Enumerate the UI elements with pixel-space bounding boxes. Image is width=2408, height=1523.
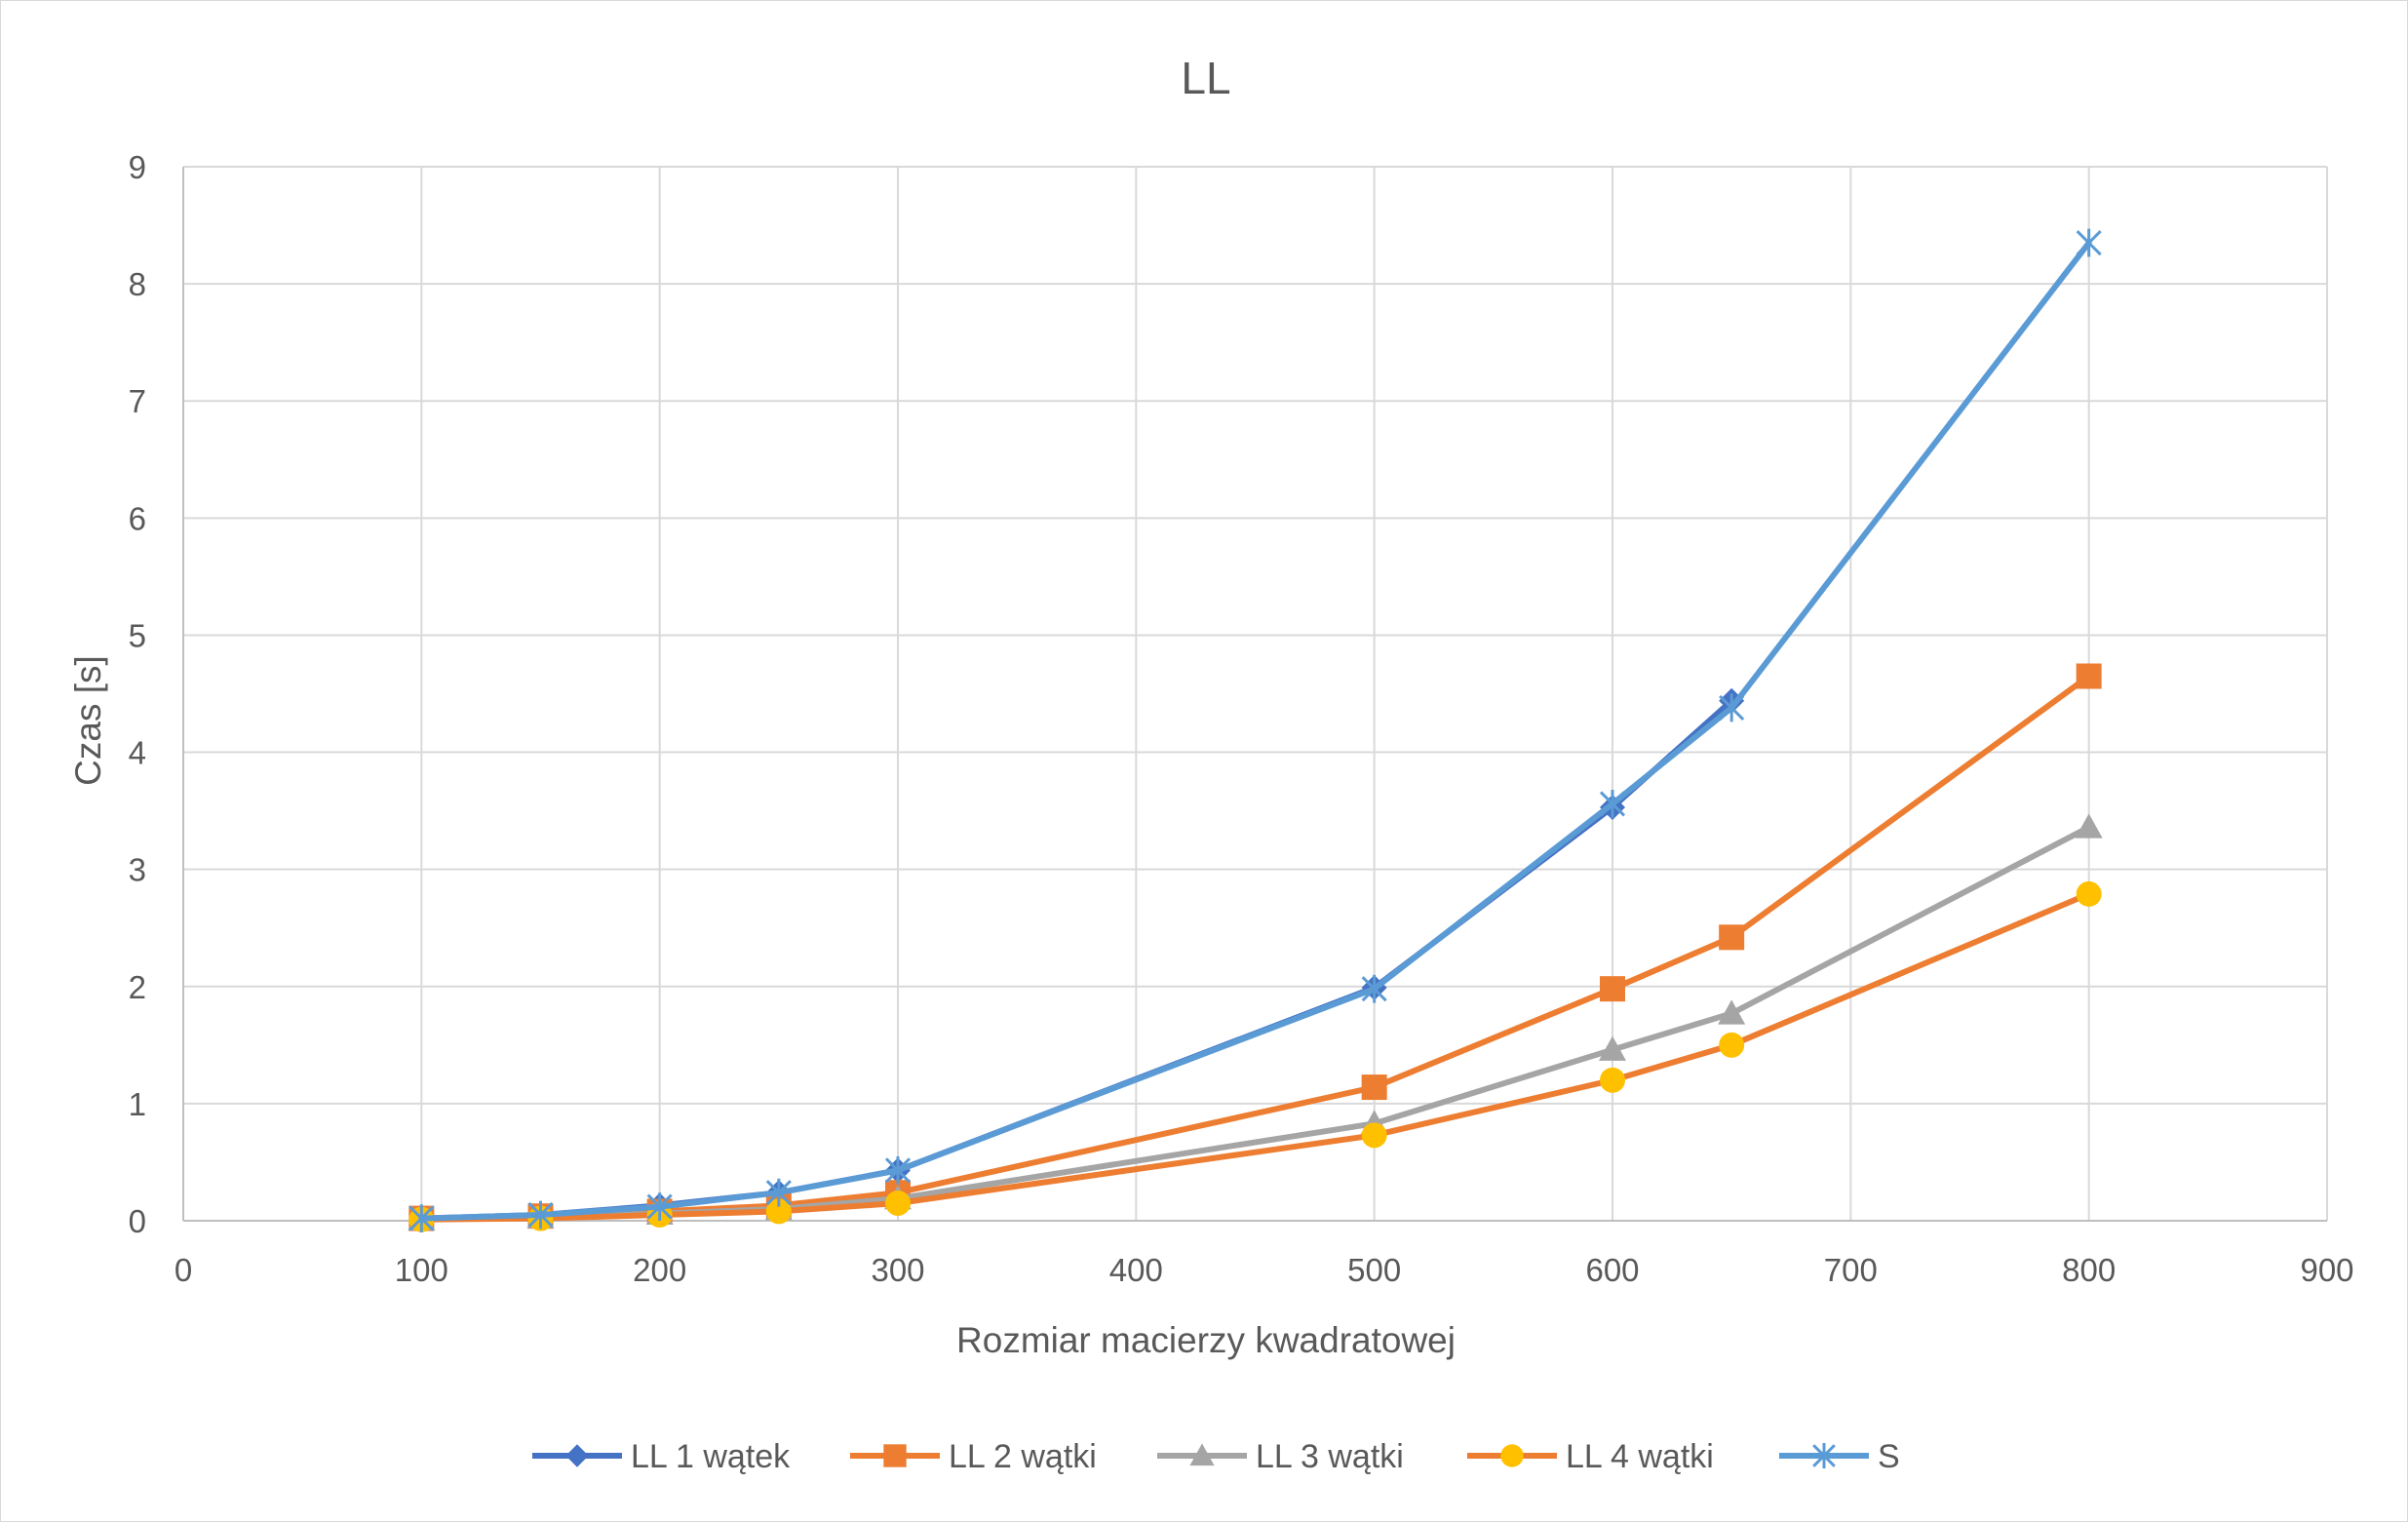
x-tick-label: 800 [2062,1252,2116,1288]
legend-marker [883,1444,907,1467]
gridlines [183,166,2328,1221]
legend-marker [1812,1443,1836,1468]
data-point [1718,999,1746,1025]
x-tick-label: 600 [1585,1252,1639,1288]
series-1 [408,687,1745,1231]
data-point [2076,228,2102,257]
x-tick-label: 400 [1109,1252,1163,1288]
data-point [1600,1067,1625,1093]
series-line [418,824,2092,1223]
y-tick-label: 0 [129,1203,146,1239]
series-line [418,697,1735,1222]
y-tick-label: 9 [129,149,146,185]
y-tick-label: 7 [129,383,146,419]
y-axis-title: Czas [s] [68,655,108,786]
series-group [408,228,2103,1232]
data-point [765,1178,792,1207]
data-point [884,1155,912,1185]
y-tick-label: 1 [129,1086,146,1122]
data-point [1719,1032,1745,1058]
x-tick-label: 300 [871,1252,924,1288]
data-point [1719,924,1745,951]
data-point [2076,880,2102,907]
data-point [1599,790,1626,818]
legend-label: LL 1 wątek [631,1438,791,1475]
series-2 [408,663,2102,1231]
data-point [2076,663,2102,689]
series-4 [408,880,2102,1232]
data-point [527,1200,554,1230]
data-point [1361,1122,1387,1149]
data-point [1719,693,1745,722]
legend-marker [1189,1443,1215,1466]
x-tick-label: 700 [1824,1252,1878,1288]
series-line [418,240,2092,1222]
data-point [408,1204,435,1232]
legend-marker [1500,1444,1524,1467]
data-point [765,1198,792,1225]
x-tick-label: 900 [2300,1252,2353,1288]
legend-label: S [1878,1438,1900,1475]
legend-item: LL 3 wątki [1157,1438,1404,1475]
legend-label: LL 4 wątki [1566,1438,1714,1475]
y-tick-label: 4 [129,735,146,771]
data-point [2075,813,2103,839]
y-tick-label: 6 [129,500,146,536]
series-line [418,890,2092,1223]
legend-label: LL 3 wątki [1256,1438,1404,1475]
y-tick-label: 8 [129,266,146,302]
legend-item: LL 4 wątki [1467,1438,1714,1475]
data-point [1600,976,1625,1002]
x-tick-label: 100 [395,1252,448,1288]
legend-item: LL 1 wątek [532,1438,791,1475]
axes: 0 1 2 3 4 5 6 7 8 9 0 100 200 300 400 500 600 700 800 900 [129,149,2354,1288]
x-axis-title: Rozmiar macierzy kwadratowej [956,1320,1456,1360]
data-point [646,1192,673,1221]
legend-marker [565,1444,589,1467]
y-tick-label: 5 [129,617,146,653]
chart-title: LL [1181,53,1230,103]
legend: LL 1 wątek LL 2 wątki LL 3 wątki LL 4 wątki… [532,1438,1900,1475]
legend-label: LL 2 wątki [949,1438,1097,1475]
data-point [1361,1074,1387,1101]
series-line [418,673,2092,1222]
legend-item: LL 2 wątki [850,1438,1097,1475]
data-point [885,1190,911,1216]
series-3 [408,813,2103,1230]
x-tick-label: 500 [1347,1252,1401,1288]
x-tick-label: 0 [175,1252,192,1288]
data-point [1361,974,1387,1003]
legend-item: S [1779,1438,1900,1475]
y-tick-label: 3 [129,852,146,888]
y-tick-label: 2 [129,969,146,1005]
data-point [1599,1035,1626,1061]
series-5 [408,228,2102,1232]
x-tick-label: 200 [633,1252,686,1288]
